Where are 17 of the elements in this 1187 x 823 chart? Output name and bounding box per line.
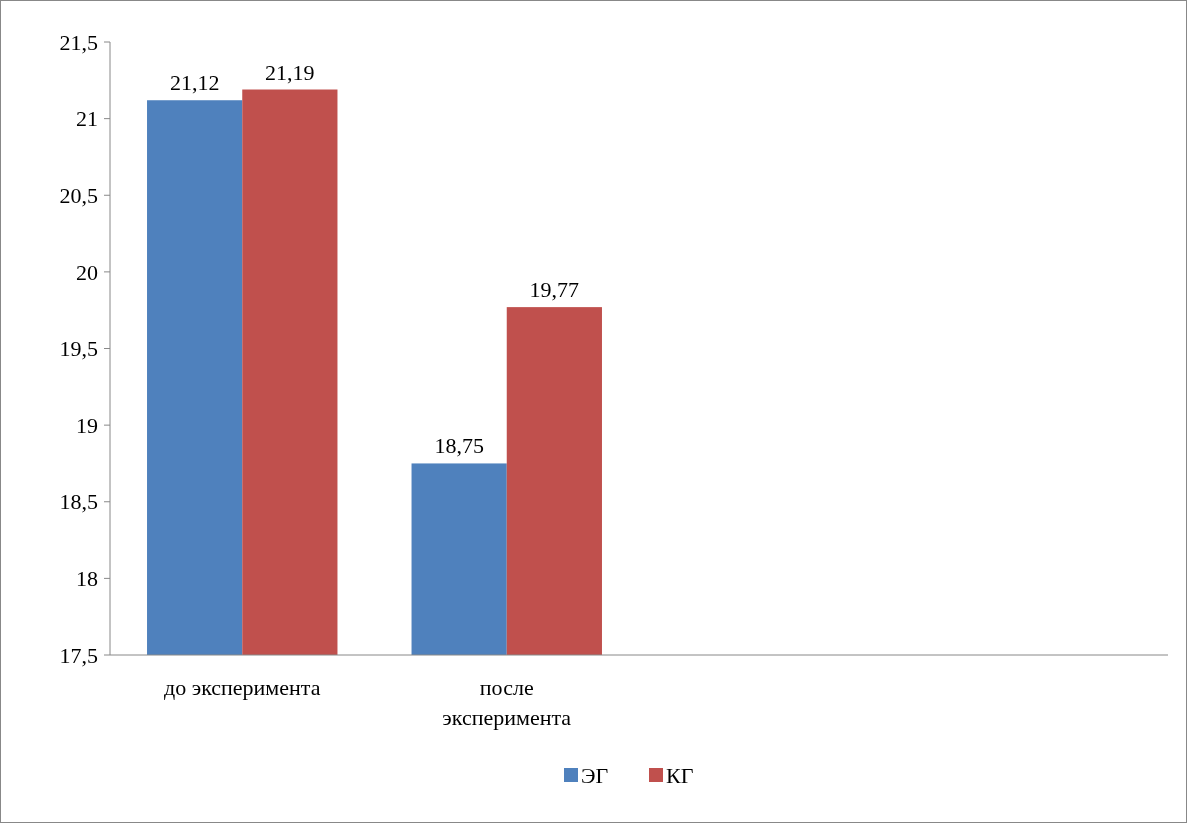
data-label: 21,19: [265, 59, 315, 85]
y-tick-label: 19,5: [59, 336, 98, 362]
x-tick-label: до эксперимента: [164, 675, 321, 700]
y-tick-label: 21,5: [59, 29, 98, 55]
legend-label: ЭГ: [581, 762, 609, 788]
y-tick-label: 21: [76, 106, 98, 132]
data-label: 18,75: [434, 433, 484, 459]
y-tick-label: 18,5: [59, 489, 98, 515]
y-tick-label: 20: [76, 259, 98, 285]
data-label: 19,77: [529, 277, 580, 303]
data-label: 21,12: [169, 70, 220, 96]
legend-label: КГ: [666, 762, 694, 788]
y-tick-label: 20,5: [59, 182, 98, 208]
y-tick-label: 17,5: [59, 642, 98, 668]
y-tick-label: 18: [76, 566, 98, 592]
x-tick-label: после эксперимента: [442, 675, 572, 730]
y-tick-label: 19: [76, 412, 98, 438]
